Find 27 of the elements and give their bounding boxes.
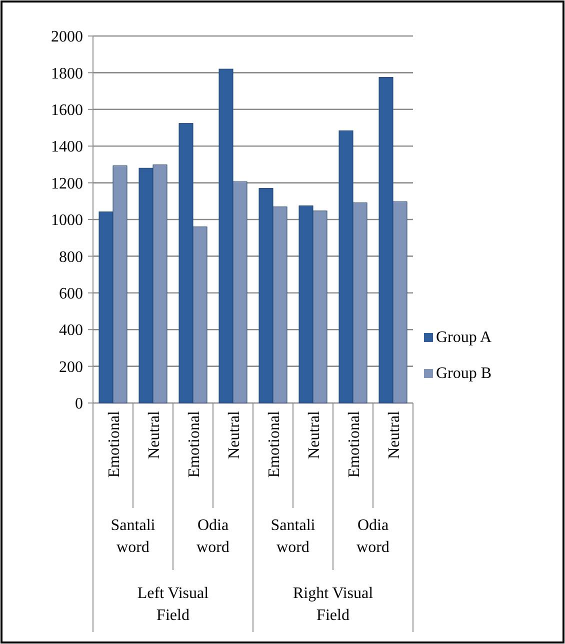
text: Santali word: [110, 517, 156, 556]
y-tick-label: 600: [59, 286, 83, 302]
y-tick-label: 1600: [51, 102, 83, 119]
y-tick-label: 800: [59, 248, 83, 266]
text: Right Visual Field: [292, 585, 374, 624]
y-tick-label: 2000: [51, 28, 83, 46]
y-tick-label: 0: [75, 396, 83, 413]
x-tick-label: Emotional: [346, 410, 363, 478]
y-tick-label: 1000: [51, 212, 83, 230]
legend-label: Group B: [436, 365, 492, 382]
x-tick-label: Neutral: [386, 410, 403, 459]
x-tick-label: Emotional: [186, 410, 203, 478]
text: Left Visual Field: [137, 585, 210, 624]
text: Odia word: [196, 517, 230, 556]
x-tick-label: Neutral: [146, 410, 163, 459]
x-tick-label: Emotional: [106, 410, 123, 478]
y-tick-label: 1400: [51, 138, 83, 156]
x-tick-label: Neutral: [226, 410, 243, 459]
text: Santali word: [270, 517, 316, 556]
x-tick-label: Emotional: [266, 410, 283, 478]
y-tick-label: 200: [59, 358, 83, 376]
y-tick-label: 400: [59, 322, 83, 340]
y-tick-label: 1200: [51, 175, 83, 192]
text: Odia word: [356, 517, 390, 556]
y-tick-label: 1800: [51, 65, 83, 82]
legend-label: Group A: [436, 329, 492, 346]
x-tick-label: Neutral: [306, 410, 323, 459]
